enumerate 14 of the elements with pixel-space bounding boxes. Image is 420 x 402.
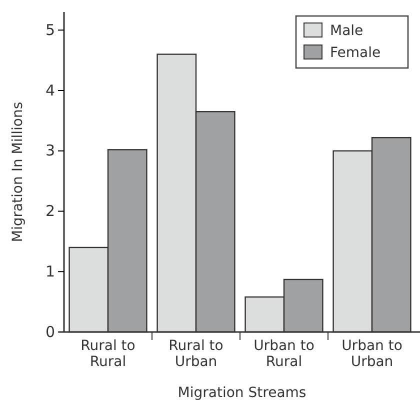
x-axis-title: Migration Streams (178, 385, 306, 401)
y-tick-label: 4 (45, 81, 55, 100)
y-axis-title: Migration In Millions (10, 102, 26, 242)
y-tick-label: 2 (45, 202, 55, 220)
x-tick-label: Rural to Rural (80, 338, 136, 370)
y-tick-label: 3 (45, 142, 55, 160)
y-tick-label: 0 (45, 322, 55, 341)
x-tick-label: Rural to Urban (168, 338, 224, 370)
legend-label: Female (330, 45, 381, 61)
x-tick-label: Urban to Rural (254, 338, 314, 370)
legend-label: Male (330, 23, 364, 39)
y-tick-label: 5 (45, 20, 55, 39)
x-tick-label: Urban to Urban (342, 338, 402, 370)
y-tick-label: 1 (45, 262, 55, 280)
